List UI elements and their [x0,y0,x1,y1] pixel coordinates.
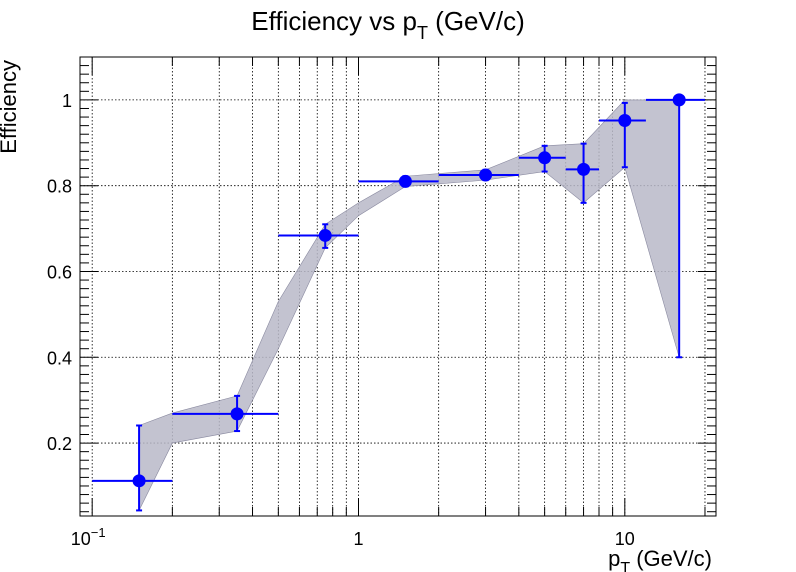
y-tick-labels: 0.2 0.4 0.6 0.8 1 [47,91,72,454]
x-tick-label-base: 1 [353,529,363,549]
x-axis-label-tail: (GeV/c) [630,546,712,571]
plot-frame-rect [79,56,717,517]
data-point-marker [538,151,552,165]
uncertainty-band-area [138,99,680,511]
x-tick-label: 10−1 [71,525,106,549]
uncertainty-band [138,99,680,511]
x-tick-label: 10 [615,529,635,549]
chart-title-sub: T [417,23,428,43]
x-tick-labels: 10−1 1 10 [71,525,635,549]
x-axis-label-sub: T [620,560,630,572]
chart-title-tail: (GeV/c) [428,6,525,36]
data-point-marker [672,93,686,107]
plot-frame [79,56,717,517]
y-tick-label: 0.4 [47,348,72,368]
x-axis-label-main: p [608,546,620,571]
y-tick-label: 0.6 [47,262,72,282]
x-tick-label-base: 10 [615,529,635,549]
x-tick-label-exponent: −1 [91,525,106,540]
x-tick-label-base: 10 [71,529,91,549]
grid-lines [79,57,716,516]
data-point-marker [479,168,493,182]
y-tick-label: 0.8 [47,177,72,197]
data-point-marker [618,113,632,127]
data-points [92,93,705,512]
data-point-marker [318,228,332,242]
x-tick-label: 1 [353,529,363,549]
data-point-marker [132,474,146,488]
data-point-marker [398,174,412,188]
data-point-marker [230,407,244,421]
y-tick-label: 1 [62,91,72,111]
y-tick-label: 0.2 [47,434,72,454]
chart-title-main: Efficiency vs p [251,6,417,36]
y-axis-label: Efficiency [0,60,21,154]
x-axis-label: pT (GeV/c) [608,546,712,572]
chart-title: Efficiency vs pT (GeV/c) [251,6,525,43]
axis-ticks [79,57,716,516]
data-point-marker [577,162,591,176]
